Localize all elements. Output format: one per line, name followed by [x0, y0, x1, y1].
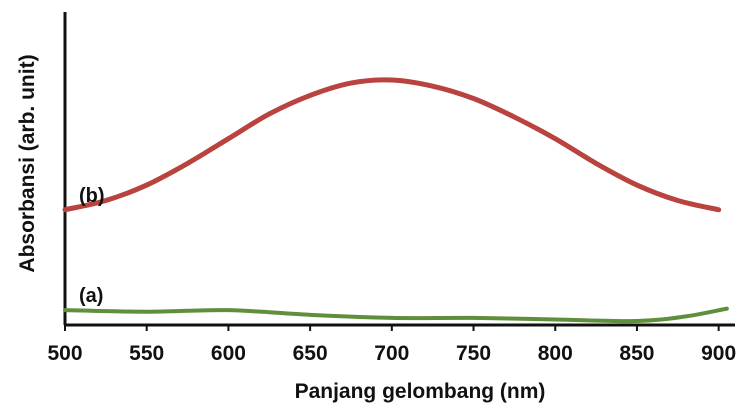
x-tick-label: 800 — [538, 342, 573, 365]
series-labels: (b) (a) — [79, 185, 105, 307]
x-axis-ticks: 500 550 600 650 700 750 800 850 900 — [47, 325, 736, 365]
x-tick-label: 900 — [701, 342, 736, 365]
series-line-b — [62, 77, 722, 213]
x-tick-label: 700 — [374, 342, 409, 365]
series-label-a: (a) — [79, 285, 103, 307]
x-tick-label: 500 — [47, 342, 82, 365]
series-line-a — [63, 306, 729, 324]
x-tick-label: 850 — [619, 342, 654, 365]
series-lines — [62, 77, 729, 324]
x-tick-label: 750 — [456, 342, 491, 365]
y-axis-title: Absorbansi (arb. unit) — [16, 54, 39, 272]
series-label-b: (b) — [79, 185, 105, 207]
x-tick-label: 550 — [129, 342, 164, 365]
x-tick-label: 650 — [293, 342, 328, 365]
x-tick-label: 600 — [211, 342, 246, 365]
x-axis-title: Panjang gelombang (nm) — [295, 380, 546, 403]
